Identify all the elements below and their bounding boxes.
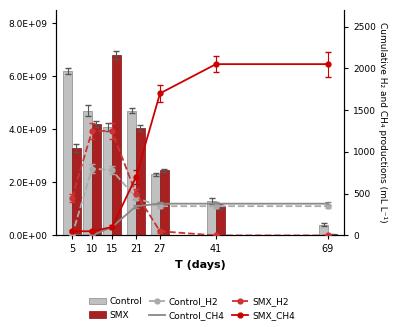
- Bar: [136, 128, 145, 235]
- Bar: [72, 148, 81, 235]
- Bar: [92, 124, 101, 235]
- Legend: Control, SMX, Control_H2, Control_CH4, SMX_H2, SMX_CH4: Control, SMX, Control_H2, Control_CH4, S…: [86, 295, 298, 322]
- Bar: [328, 234, 337, 235]
- Y-axis label: Total microbial abundance (N. cells mL⁻¹): Total microbial abundance (N. cells mL⁻¹…: [0, 29, 2, 216]
- Bar: [160, 170, 169, 235]
- Y-axis label: Cumulative H₂ and CH₄ productions (mL L⁻¹): Cumulative H₂ and CH₄ productions (mL L⁻…: [378, 22, 387, 223]
- Bar: [112, 55, 121, 235]
- Bar: [103, 127, 112, 235]
- X-axis label: T (days): T (days): [175, 260, 225, 270]
- Bar: [216, 206, 225, 235]
- Bar: [83, 111, 92, 235]
- Bar: [151, 174, 160, 235]
- Bar: [207, 201, 216, 235]
- Bar: [127, 111, 136, 235]
- Bar: [63, 71, 72, 235]
- Bar: [319, 225, 328, 235]
